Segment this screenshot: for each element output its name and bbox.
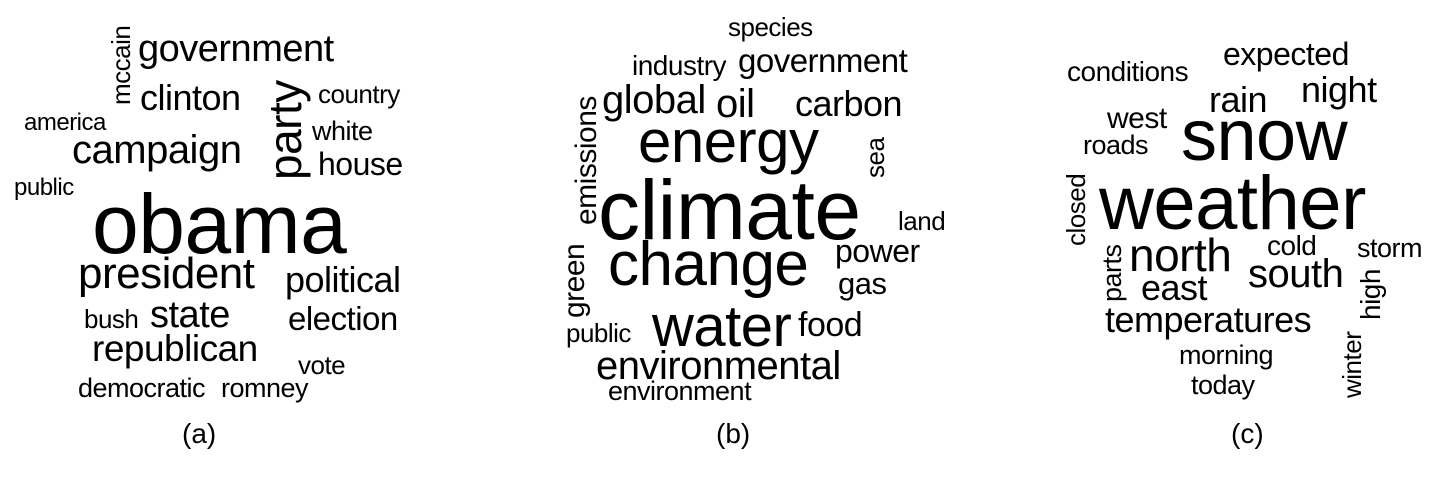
word: parts [1097, 244, 1127, 302]
word: food [798, 306, 863, 344]
word: power [835, 233, 920, 269]
word: energy [638, 108, 819, 175]
word: green [558, 243, 591, 318]
word: election [288, 300, 398, 337]
word: cold [1267, 230, 1317, 261]
word: species [728, 12, 813, 42]
word: oil [716, 82, 755, 126]
word: party [259, 80, 311, 180]
word: weather [1099, 161, 1366, 246]
word: political [285, 259, 401, 300]
word: america [24, 109, 106, 136]
word: obama [92, 177, 347, 271]
word: public [14, 174, 74, 201]
word: high [1355, 269, 1386, 320]
word-cloud-a: mccain government clinton party country … [0, 0, 430, 477]
caption-a: (a) [182, 418, 217, 449]
word: change [608, 230, 809, 299]
word: morning [1179, 340, 1274, 370]
word: conditions [1067, 56, 1189, 87]
word: roads [1083, 130, 1149, 160]
word: mccain [106, 25, 136, 105]
word: country [318, 79, 400, 109]
word: environmental [596, 344, 841, 388]
word: storm [1357, 233, 1423, 263]
word: government [138, 28, 334, 70]
word: president [78, 249, 255, 298]
word: democratic [78, 373, 206, 403]
word: closed [1061, 173, 1091, 246]
word: public [566, 318, 631, 348]
word-cloud-c: expected conditions night rain west snow… [1045, 0, 1445, 477]
caption-c: (c) [1231, 418, 1264, 449]
word: night [1301, 69, 1377, 110]
word: today [1191, 370, 1255, 400]
word: expected [1223, 36, 1349, 72]
word: sea [860, 137, 890, 178]
word: winter [1337, 331, 1367, 398]
word: bush [84, 304, 139, 334]
word: romney [221, 373, 309, 403]
word: house [318, 146, 403, 182]
word: government [738, 42, 908, 79]
word: water [652, 294, 792, 359]
word: white [312, 116, 373, 146]
word: snow [1181, 96, 1348, 176]
word: temperatures [1105, 299, 1312, 340]
word: west [1107, 102, 1167, 135]
word: vote [298, 350, 346, 380]
word: industry [632, 50, 727, 81]
word: global [602, 78, 706, 122]
word: campaign [72, 128, 242, 172]
word: south [1248, 252, 1344, 296]
word: climate [598, 163, 861, 257]
word: gas [838, 266, 887, 301]
word: state [150, 294, 230, 336]
word: rain [1209, 79, 1268, 120]
word: north [1129, 229, 1232, 281]
word: clinton [140, 77, 241, 118]
word: carbon [795, 83, 903, 124]
word: republican [92, 328, 258, 369]
caption-b: (b) [716, 418, 751, 449]
word: environment [608, 376, 752, 406]
word-cloud-b: species industry government emissions gl… [540, 0, 980, 477]
word: east [1141, 267, 1208, 308]
word: land [898, 206, 946, 236]
